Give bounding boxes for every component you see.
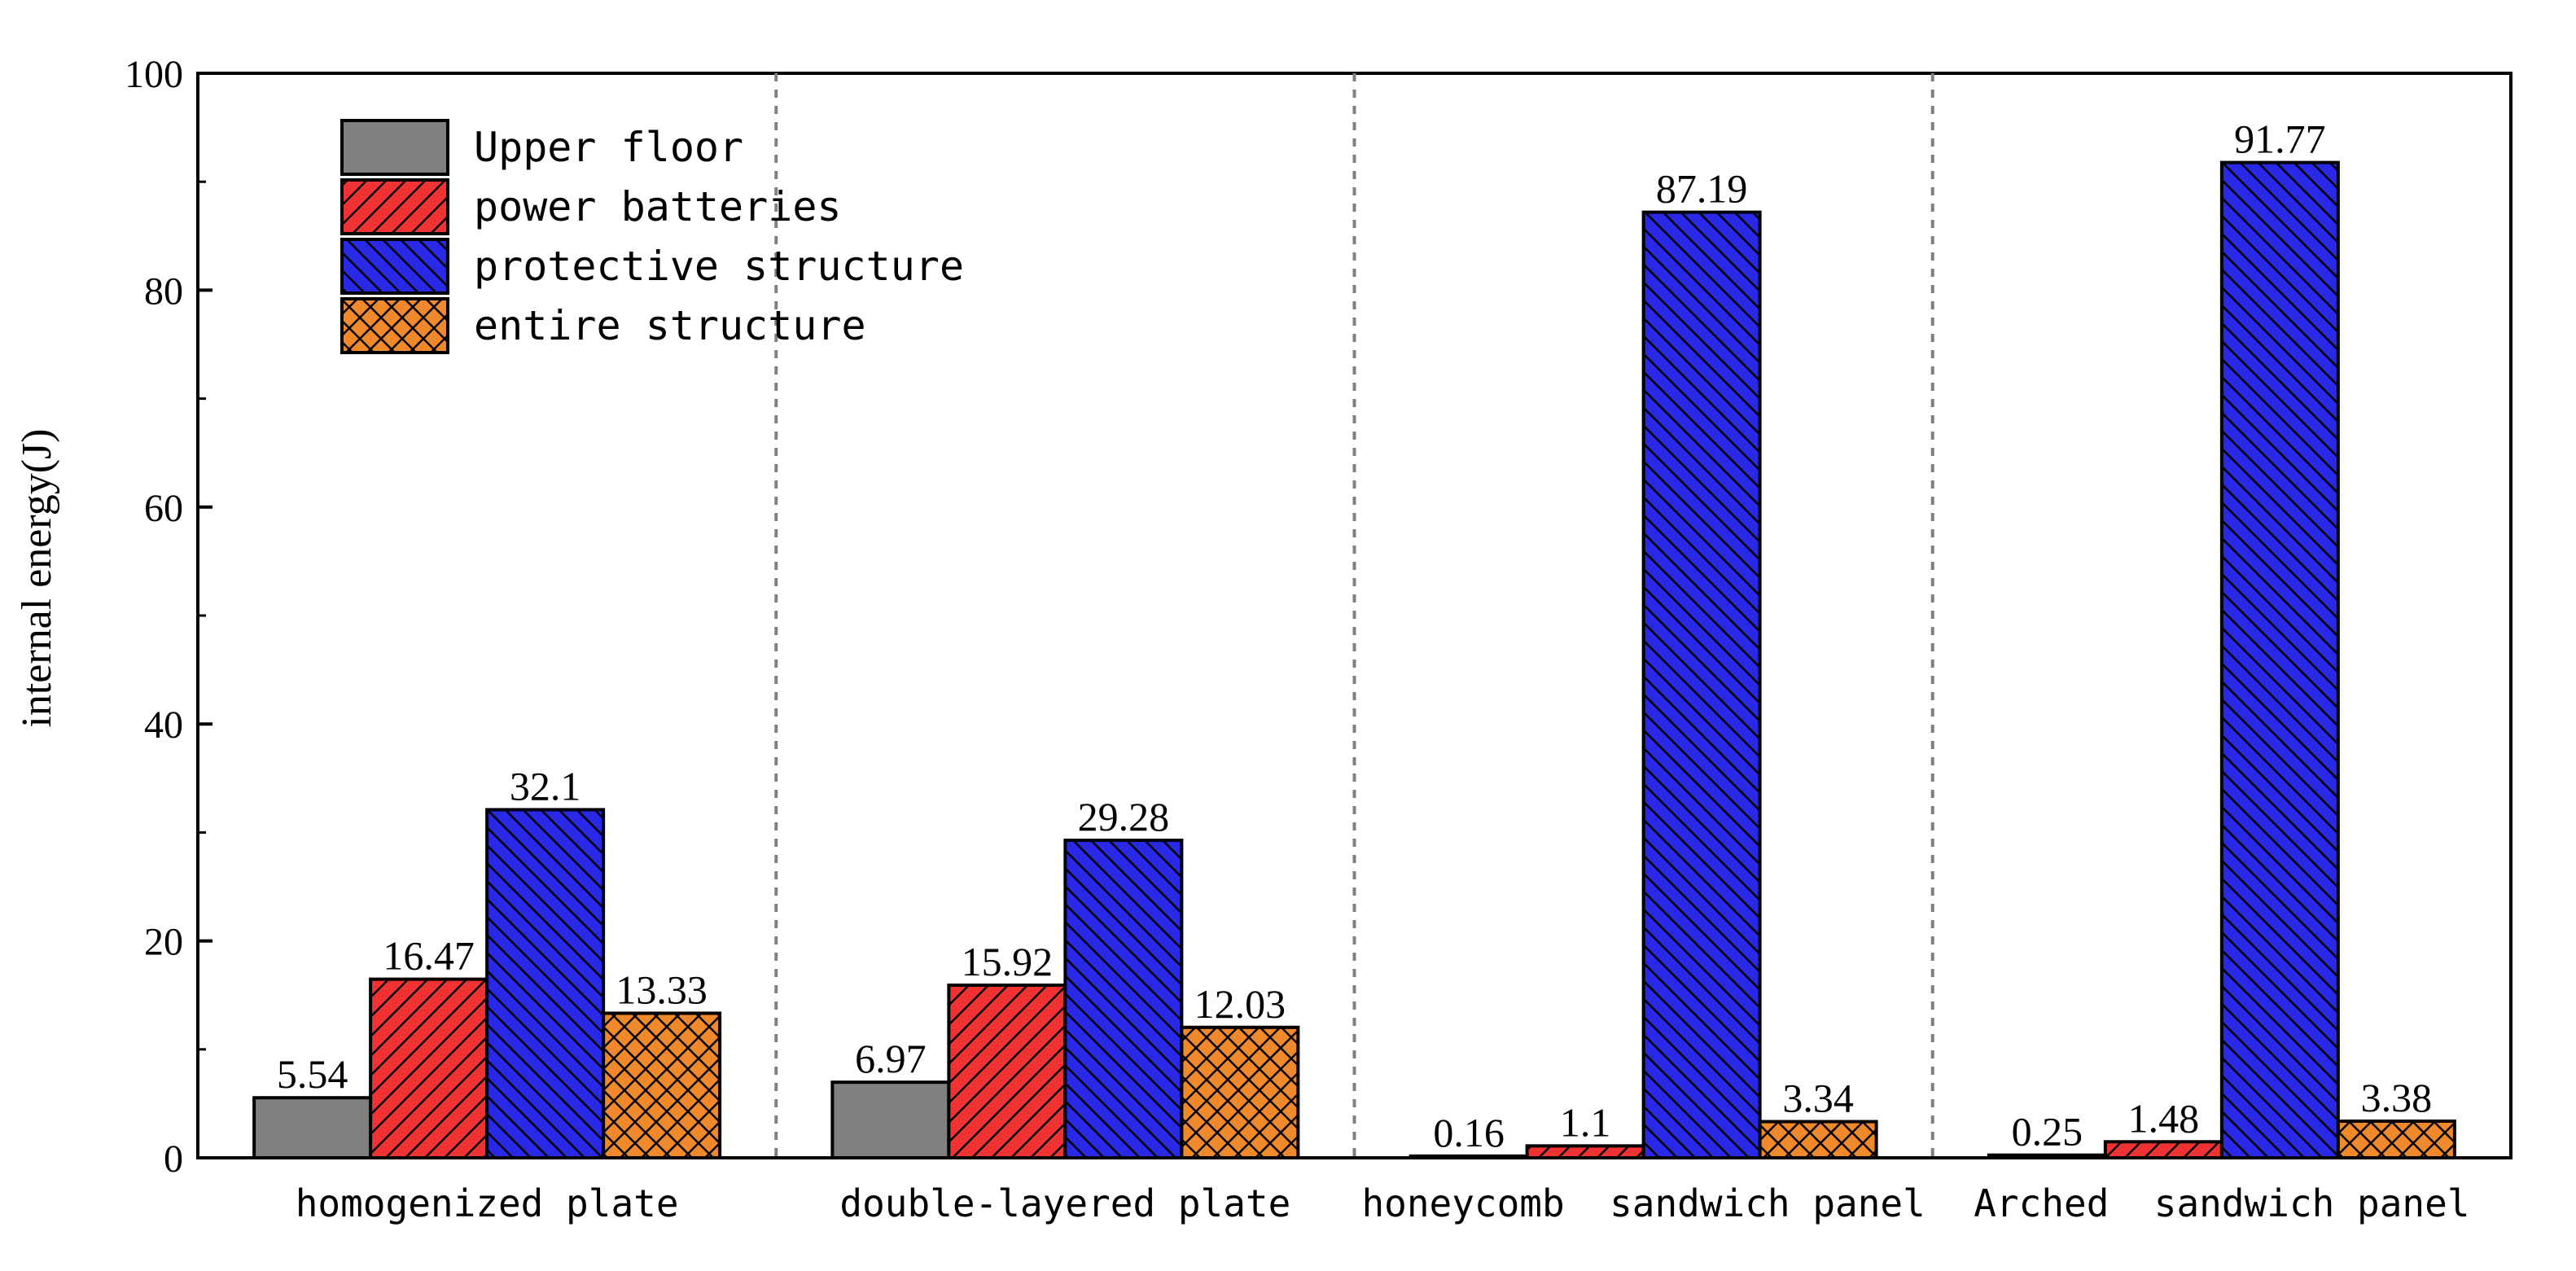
- bar: [1641, 210, 1762, 1160]
- data-label: 5.54: [277, 1051, 348, 1097]
- bar: [252, 1096, 373, 1159]
- category-label: Arched sandwich panel: [1974, 1181, 2469, 1225]
- bar: [1525, 1144, 1645, 1160]
- data-label: 15.92: [962, 939, 1054, 984]
- y-tick-label: 0: [164, 1137, 183, 1181]
- legend-swatch: [340, 119, 449, 176]
- data-label: 91.77: [2234, 116, 2326, 162]
- data-label: 6.97: [855, 1036, 927, 1081]
- legend-label: protective structure: [474, 243, 964, 290]
- data-label: 29.28: [1078, 794, 1170, 839]
- data-label: 87.19: [1656, 166, 1748, 212]
- legend-swatch: [340, 238, 449, 295]
- legend-swatch: [340, 297, 449, 354]
- data-label: 1.1: [1560, 1099, 1611, 1145]
- data-label: 12.03: [1194, 981, 1286, 1027]
- category-label: double-layered plate: [839, 1181, 1290, 1225]
- plot-area: 0 20 40 60 80 100 homogenized plate 5.54 16.47 32…: [125, 53, 2512, 1225]
- y-axis-title: internal energy(J): [14, 428, 60, 727]
- bar: [947, 983, 1067, 1159]
- bar: [2219, 160, 2340, 1159]
- y-tick-label: 100: [125, 53, 183, 96]
- y-tick-label: 40: [144, 703, 183, 747]
- data-label: 3.34: [1782, 1076, 1854, 1121]
- bar: [1408, 1154, 1529, 1159]
- bar: [369, 977, 489, 1160]
- data-label: 1.48: [2128, 1095, 2200, 1141]
- y-tick-label: 80: [144, 270, 183, 313]
- data-label: 0.16: [1433, 1110, 1505, 1155]
- legend: Upper floor power batteries protective str…: [340, 119, 964, 354]
- bar: [830, 1080, 951, 1159]
- category-label: homogenized plate: [296, 1181, 679, 1225]
- legend-swatch: [340, 178, 449, 235]
- data-label: 0.25: [2012, 1109, 2083, 1155]
- data-label: 16.47: [383, 933, 475, 979]
- bar: [1180, 1025, 1300, 1159]
- y-tick-label: 60: [144, 487, 183, 530]
- bar: [1758, 1120, 1878, 1160]
- bar: [602, 1011, 722, 1160]
- bar: [1987, 1153, 2107, 1160]
- data-label: 3.38: [2361, 1075, 2433, 1120]
- bar: [2103, 1140, 2223, 1159]
- bar: [485, 808, 606, 1159]
- category-label: honeycomb sandwich panel: [1361, 1181, 1925, 1225]
- bar: [2336, 1119, 2456, 1159]
- legend-label: Upper floor: [474, 124, 743, 171]
- y-tick-label: 20: [144, 921, 183, 964]
- bar: [1063, 838, 1184, 1159]
- data-label: 13.33: [616, 966, 708, 1012]
- data-label: 32.1: [510, 763, 581, 809]
- legend-label: entire structure: [474, 302, 866, 349]
- legend-label: power batteries: [474, 183, 842, 230]
